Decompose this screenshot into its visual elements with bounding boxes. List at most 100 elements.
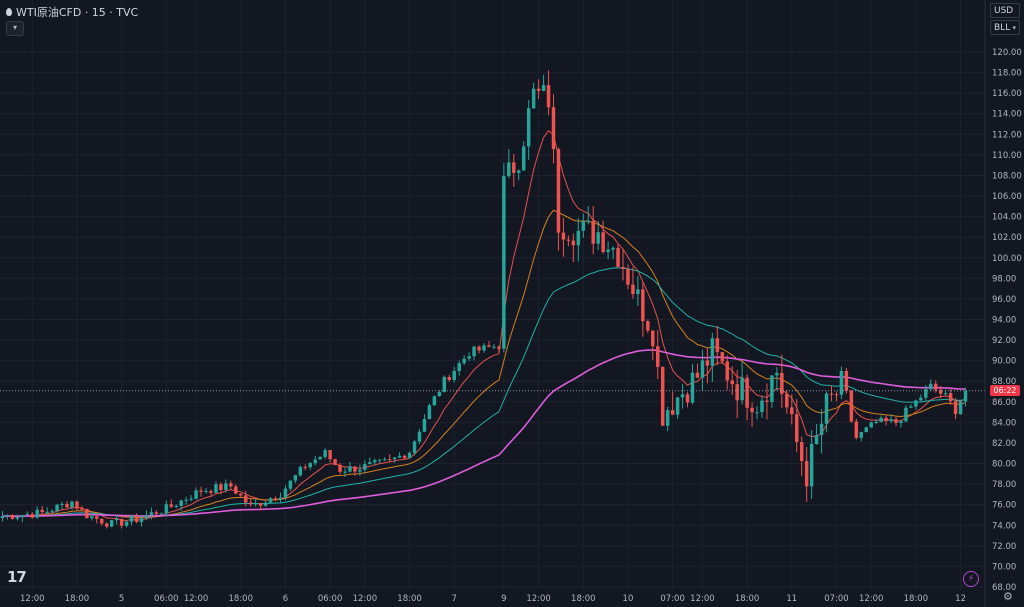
candle-body <box>889 419 893 422</box>
candle-body <box>109 520 114 527</box>
candle-body <box>660 366 665 426</box>
oil-drop-icon <box>6 8 12 16</box>
candle-body <box>502 176 506 349</box>
candle-body <box>804 460 809 487</box>
candle-body <box>799 442 804 461</box>
y-tick-label: 84.00 <box>992 418 1016 428</box>
candle-body <box>298 466 303 476</box>
candle-body <box>760 400 764 413</box>
candle-body <box>139 518 144 522</box>
candle-body <box>378 459 382 461</box>
candle-body <box>407 452 412 459</box>
x-tick-label: 12:00 <box>859 594 884 604</box>
candle-body <box>775 372 779 376</box>
candle-body <box>437 391 442 397</box>
moving-averages <box>2 129 966 522</box>
candle-body <box>129 515 134 522</box>
candle-body <box>0 516 5 519</box>
candle-body <box>204 490 208 492</box>
candle-body <box>164 504 169 514</box>
candle-body <box>755 412 759 414</box>
x-tick-label: 12:00 <box>20 594 45 604</box>
candle-body <box>894 419 898 423</box>
candle-body <box>243 495 248 503</box>
candle-body <box>338 464 342 472</box>
x-tick-label: 06:00 <box>154 594 179 604</box>
candle-body <box>149 512 154 516</box>
candle-body <box>770 375 774 402</box>
candle-body <box>293 475 298 481</box>
candle-body <box>566 239 571 241</box>
candle-body <box>720 352 725 362</box>
y-tick-label: 100.00 <box>992 254 1022 264</box>
candle-body <box>859 432 864 438</box>
candle-body <box>313 459 317 464</box>
candle-body <box>497 346 501 349</box>
y-tick-label: 114.00 <box>992 110 1022 120</box>
candle-body <box>551 107 556 150</box>
candle-body <box>124 521 129 526</box>
candle-body <box>90 516 94 519</box>
candle-body <box>636 289 640 295</box>
candle-body <box>248 502 253 505</box>
candle-body <box>740 377 744 401</box>
candle-body <box>333 459 337 465</box>
candle-body <box>358 469 362 472</box>
candle-body <box>641 289 645 322</box>
candle-body <box>864 427 868 433</box>
gear-icon[interactable]: ⚙ <box>1003 590 1013 603</box>
y-tick-label: 102.00 <box>992 233 1022 243</box>
y-tick-label: 68.00 <box>992 583 1016 593</box>
candle-body <box>234 486 238 494</box>
y-tick-label: 76.00 <box>992 501 1016 511</box>
candle-body <box>690 372 695 403</box>
candle-body <box>229 483 233 487</box>
candle-body <box>765 400 769 402</box>
unit-selector[interactable]: BLL ▾ <box>990 20 1020 35</box>
candle-body <box>35 509 39 518</box>
candle-body <box>790 407 794 415</box>
tradingview-logo[interactable]: 17 <box>7 568 27 586</box>
y-tick-label: 80.00 <box>992 460 1016 470</box>
candle-body <box>526 108 531 147</box>
candle-body <box>507 162 511 177</box>
candle-body <box>700 360 705 378</box>
last-price-tag: 06:22 <box>990 385 1020 397</box>
candle-body <box>482 345 486 351</box>
candle-body <box>621 266 625 269</box>
candle-body <box>144 515 149 519</box>
y-tick-label: 94.00 <box>992 316 1016 326</box>
currency-selector[interactable]: USD <box>990 3 1020 18</box>
candle-body <box>5 515 10 517</box>
x-tick-label: 12:00 <box>690 594 715 604</box>
y-axis[interactable]: 68.00 70.00 72.00 74.00 76.00 78.00 80.00 82.00… <box>984 0 1022 607</box>
candle-body <box>467 356 471 359</box>
candle-body <box>30 514 35 518</box>
candle-body <box>487 345 491 347</box>
candle-body <box>50 511 54 513</box>
candle-body <box>943 393 948 395</box>
y-tick-label: 112.00 <box>992 130 1022 140</box>
candle-body <box>288 480 293 489</box>
candle-body <box>263 502 268 506</box>
y-tick-label: 118.00 <box>992 69 1022 79</box>
collapse-legend-button[interactable]: ▾ <box>6 21 24 36</box>
x-tick-label: 18:00 <box>735 594 760 604</box>
y-tick-label: 88.00 <box>992 377 1016 387</box>
candle-body <box>15 517 20 519</box>
chart-header: WTI原油CFD · 15 · TVC <box>6 4 138 20</box>
candle-body <box>938 389 943 394</box>
y-tick-label: 74.00 <box>992 521 1016 531</box>
x-axis[interactable]: 12:00 18:00 5 06:00 12:00 18:00 6 06:00 12:00 18:… <box>20 594 966 604</box>
lightning-icon[interactable]: ⚡ <box>963 571 979 587</box>
chevron-down-icon: ▾ <box>1012 24 1016 32</box>
moving-average-line <box>2 267 966 517</box>
y-tick-label: 98.00 <box>992 274 1016 284</box>
candle-body <box>100 518 104 524</box>
candle-body <box>432 396 437 406</box>
candle-body <box>224 483 228 490</box>
candle-body <box>258 503 263 506</box>
candle-body <box>174 505 178 507</box>
candle-body <box>209 490 213 493</box>
